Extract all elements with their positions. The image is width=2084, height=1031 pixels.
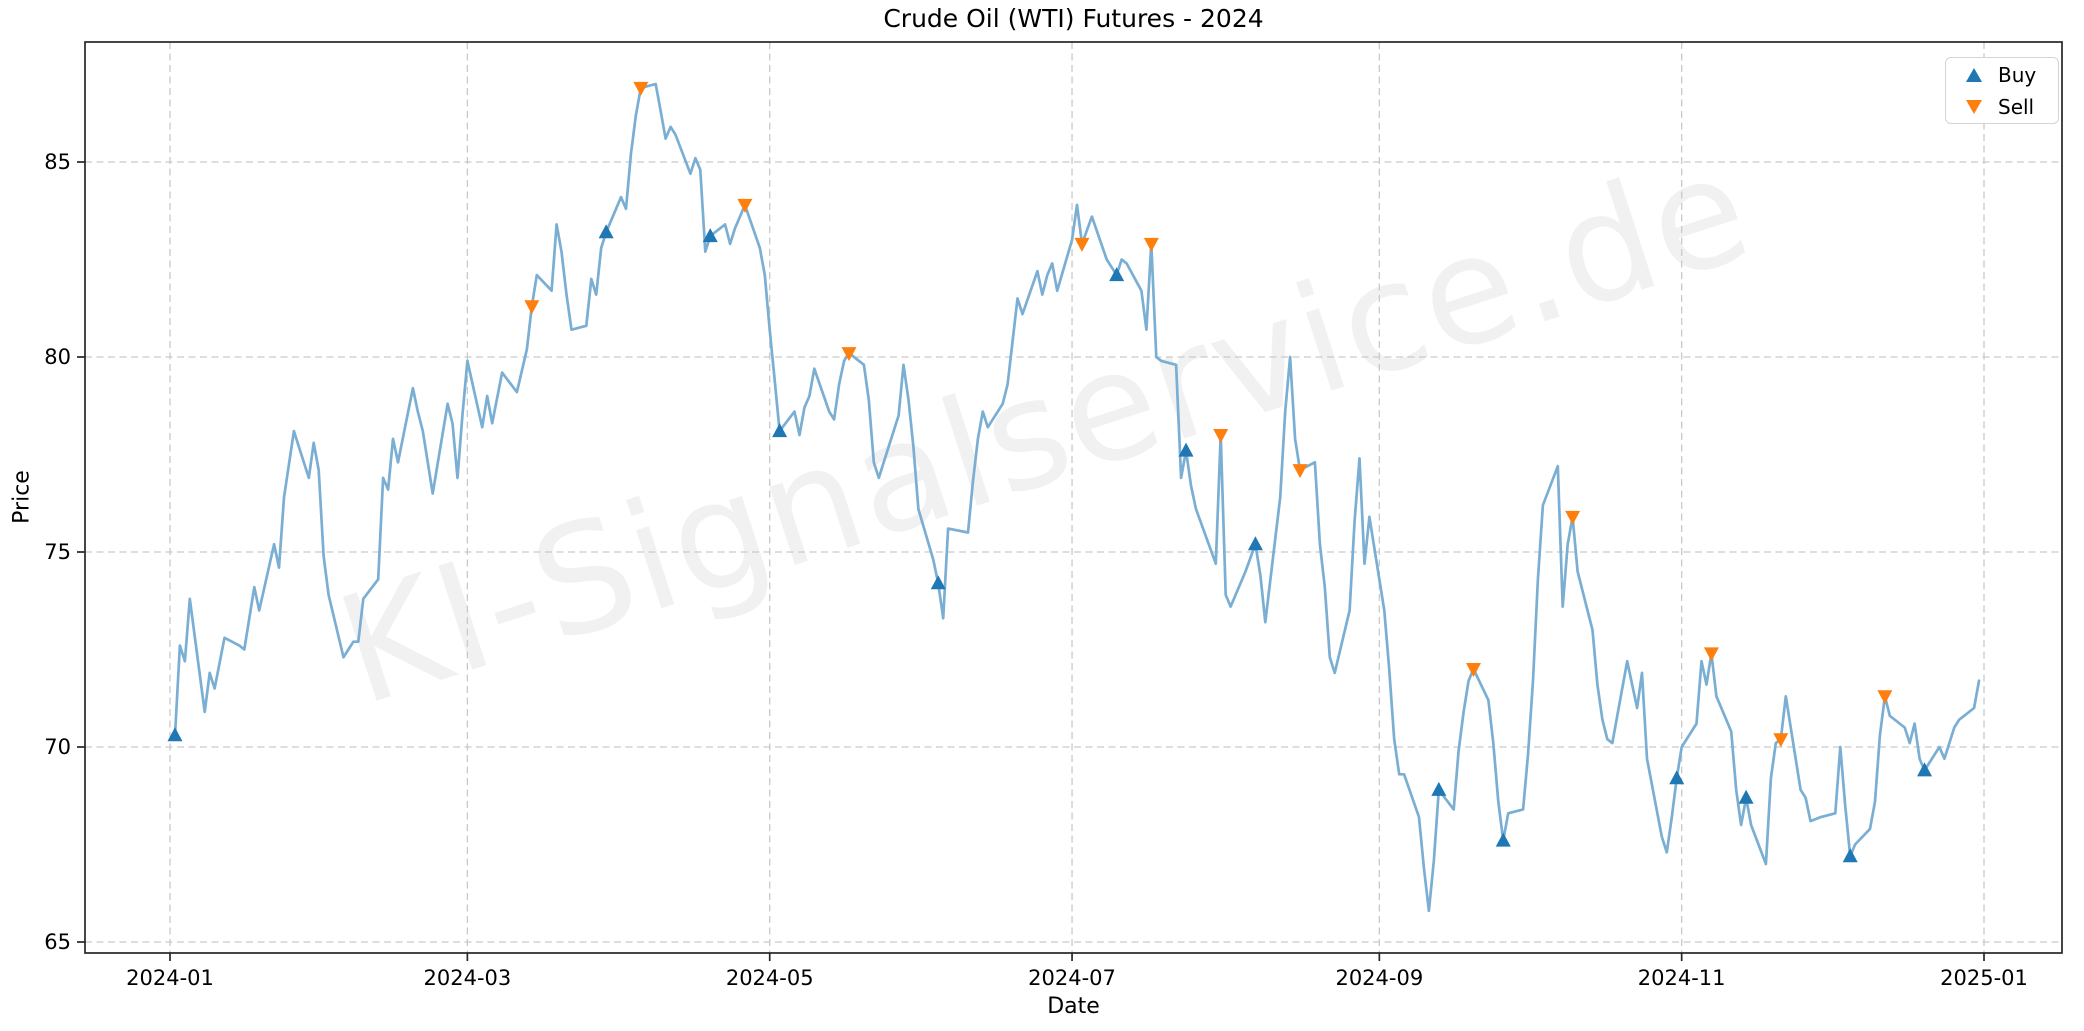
price-series [173, 82, 1981, 913]
y-tick-label-65: 65 [44, 930, 71, 954]
x-tick-label-2024-05: 2024-05 [726, 966, 814, 990]
triangle-down-icon [1966, 99, 1982, 114]
sell-markers [524, 81, 1893, 748]
legend-box: Buy Sell [1945, 57, 2059, 124]
legend-item-sell: Sell [1958, 95, 2046, 119]
x-tick-label-2024-01: 2024-01 [126, 966, 214, 990]
buy-marker [598, 224, 614, 239]
sell-marker [633, 81, 649, 96]
buy-marker [930, 575, 946, 590]
sell-marker [841, 347, 857, 362]
x-tick-label-2024-07: 2024-07 [1028, 966, 1116, 990]
x-tick-label-2024-11: 2024-11 [1638, 966, 1726, 990]
legend-sell-label: Sell [1998, 94, 2035, 119]
buy-marker [1109, 267, 1125, 282]
x-tick-label-2024-09: 2024-09 [1335, 966, 1423, 990]
buy-markers [167, 224, 1933, 863]
sell-marker [1074, 237, 1090, 252]
buy-marker [1917, 762, 1933, 777]
buy-marker [1178, 442, 1194, 457]
sell-marker [1703, 647, 1719, 662]
buy-marker [1495, 832, 1511, 847]
buy-marker [1431, 781, 1447, 796]
sell-marker [1565, 510, 1581, 525]
y-tick-label-85: 85 [44, 150, 71, 174]
buy-marker [1842, 848, 1858, 863]
sell-marker [1773, 733, 1789, 748]
buy-marker [1738, 789, 1754, 804]
chart-title: Crude Oil (WTI) Futures - 2024 [883, 4, 1264, 33]
sell-marker [1143, 237, 1159, 252]
y-tick-labels: 65 70 75 80 85 [44, 150, 71, 954]
buy-marker [167, 727, 183, 742]
y-tick-label-80: 80 [44, 345, 71, 369]
legend-buy-label: Buy [1998, 62, 2037, 87]
legend-item-buy: Buy [1958, 63, 2046, 87]
x-gridlines [169, 42, 1985, 953]
y-tick-label-70: 70 [44, 735, 71, 759]
plot-border [84, 41, 2063, 954]
price-line [173, 82, 1981, 913]
buy-marker [772, 423, 788, 438]
sell-marker [1292, 464, 1308, 479]
x-tick-label-2024-03: 2024-03 [424, 966, 512, 990]
buy-marker [1669, 770, 1685, 785]
buy-marker [1247, 536, 1263, 551]
sell-marker [524, 300, 540, 315]
y-axis-label: Price [9, 470, 35, 524]
x-axis-label: Date [1047, 994, 1100, 1019]
buy-marker [702, 228, 718, 243]
sell-marker [1877, 690, 1893, 705]
x-tick-label-2025-01: 2025-01 [1940, 966, 2028, 990]
sell-marker [1213, 429, 1229, 443]
y-tick-label-75: 75 [44, 540, 71, 564]
triangle-up-icon [1966, 67, 1982, 82]
sell-marker [737, 198, 753, 213]
y-gridlines [85, 161, 2062, 943]
x-tick-labels: 2024-01 2024-03 2024-05 2024-07 2024-09 2024-… [126, 966, 2028, 990]
sell-marker [1466, 663, 1482, 677]
tick-marks [77, 161, 1985, 961]
